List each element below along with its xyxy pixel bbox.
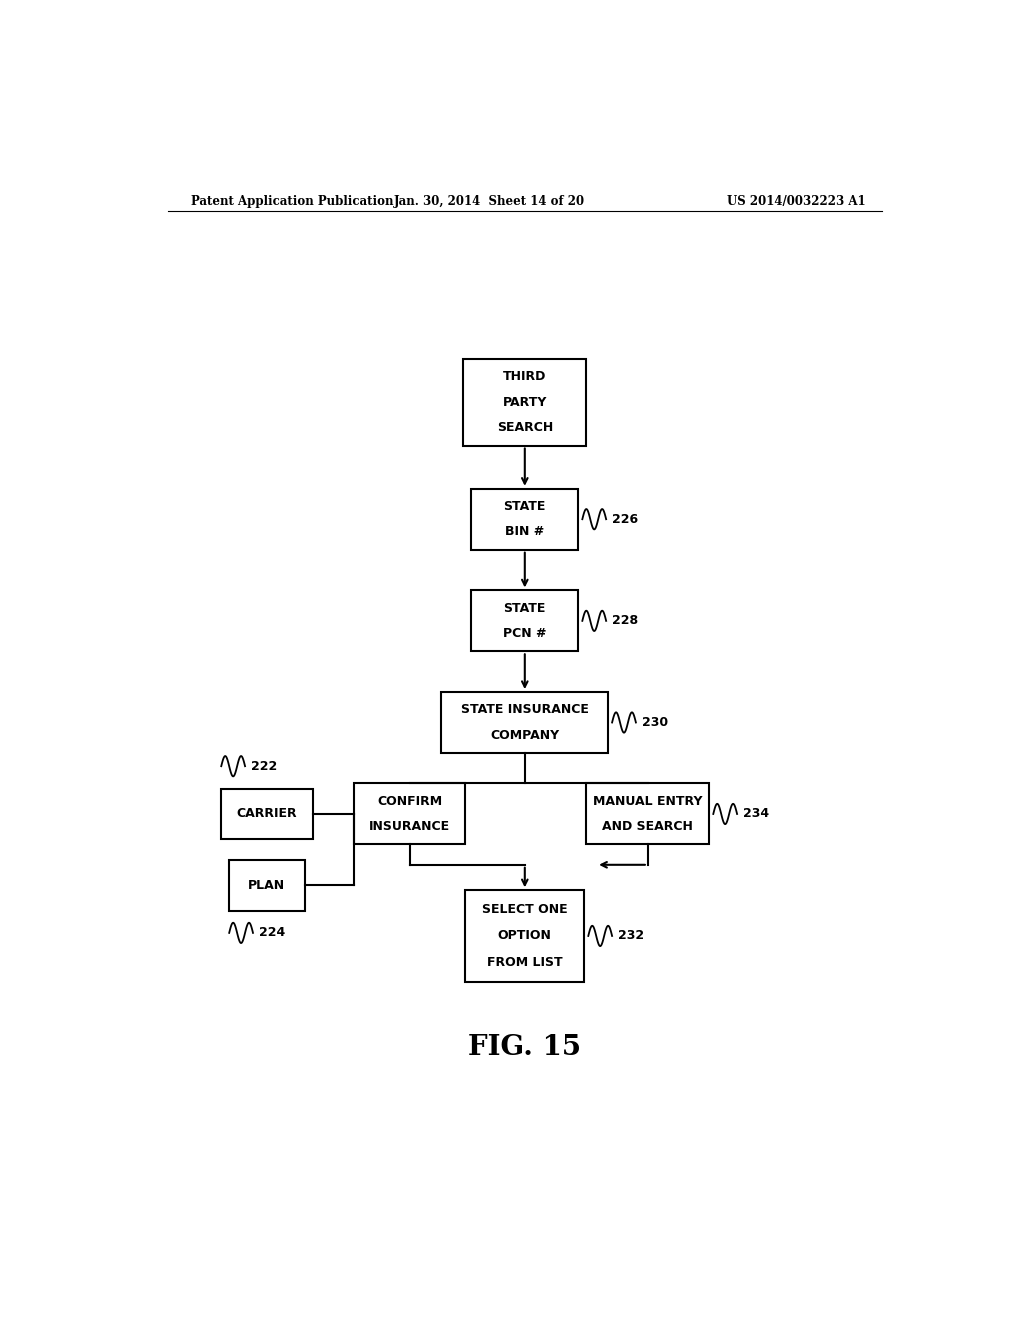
Text: SEARCH: SEARCH (497, 421, 553, 434)
Bar (463, 359, 587, 446)
Text: STATE INSURANCE: STATE INSURANCE (461, 704, 589, 717)
Bar (229, 859, 304, 911)
Text: STATE: STATE (504, 602, 546, 615)
Text: INSURANCE: INSURANCE (370, 820, 451, 833)
Text: 228: 228 (612, 614, 639, 627)
Text: PCN #: PCN # (503, 627, 547, 640)
Text: 230: 230 (642, 715, 669, 729)
Bar (465, 890, 585, 982)
Text: FROM LIST: FROM LIST (487, 957, 562, 969)
Text: COMPANY: COMPANY (490, 729, 559, 742)
Text: THIRD: THIRD (503, 371, 547, 383)
Text: CARRIER: CARRIER (237, 808, 297, 821)
Text: FIG. 15: FIG. 15 (468, 1035, 582, 1061)
Text: Jan. 30, 2014  Sheet 14 of 20: Jan. 30, 2014 Sheet 14 of 20 (393, 194, 585, 207)
Text: BIN #: BIN # (505, 525, 545, 539)
Text: 224: 224 (259, 927, 286, 940)
Text: 226: 226 (612, 512, 639, 525)
Text: AND SEARCH: AND SEARCH (602, 820, 693, 833)
Text: 232: 232 (618, 929, 644, 942)
Bar (471, 590, 579, 651)
Text: MANUAL ENTRY: MANUAL ENTRY (593, 795, 702, 808)
Text: 234: 234 (743, 808, 770, 821)
Text: CONFIRM: CONFIRM (377, 795, 442, 808)
Bar (471, 488, 579, 549)
Text: 222: 222 (252, 760, 278, 772)
Text: SELECT ONE: SELECT ONE (482, 903, 567, 916)
Text: PARTY: PARTY (503, 396, 547, 409)
Bar (354, 784, 465, 845)
Text: US 2014/0032223 A1: US 2014/0032223 A1 (727, 194, 866, 207)
Text: STATE: STATE (504, 500, 546, 513)
Bar (221, 788, 312, 840)
Text: Patent Application Publication: Patent Application Publication (191, 194, 394, 207)
Bar (587, 784, 710, 845)
Bar (441, 692, 608, 752)
Text: PLAN: PLAN (248, 879, 286, 891)
Text: OPTION: OPTION (498, 929, 552, 942)
